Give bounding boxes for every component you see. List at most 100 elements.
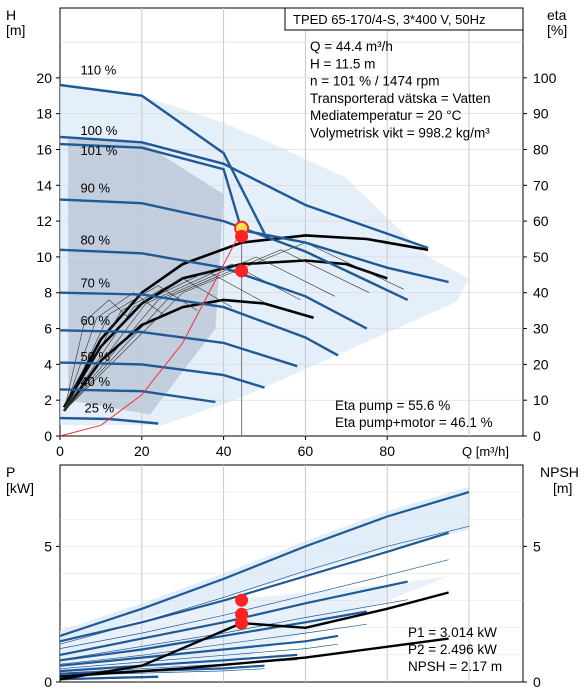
duty-info-line: Mediatemperatur = 20 °C xyxy=(310,108,462,123)
speed-label: 90 % xyxy=(80,180,110,195)
p-axis-name: P xyxy=(6,464,15,480)
eta-fan-curve xyxy=(63,299,129,411)
eta-axis-ticks: 0 10 20 30 40 50 60 70 80 90 100 xyxy=(523,70,557,444)
h-tick-label: 2 xyxy=(44,392,52,408)
power-info-line: NPSH = 2.17 m xyxy=(408,659,502,674)
h-axis-unit: [m] xyxy=(6,22,25,38)
power-curve-p2 xyxy=(59,623,367,665)
q-tick-label: 40 xyxy=(216,443,232,459)
system-curve xyxy=(59,229,243,437)
head-curve xyxy=(59,291,339,357)
eta-tick-label: 40 xyxy=(533,285,549,301)
power-curve-p2 xyxy=(59,599,408,661)
h-tick-label: 6 xyxy=(44,321,52,337)
h-tick-label: 12 xyxy=(36,213,52,229)
p-tick-label: 5 xyxy=(44,538,52,554)
h-tick-label: 18 xyxy=(36,106,52,122)
duty-point-eta xyxy=(235,264,249,278)
duty-info-line: H = 11.5 m xyxy=(310,56,375,71)
q-axis-label: Q [m³/h] xyxy=(462,444,509,459)
eta-axis-name: eta xyxy=(547,7,567,23)
power-curve-p2 xyxy=(59,643,339,670)
efficiency-info-line: Eta pump = 55.6 % xyxy=(335,398,450,413)
speed-label: 100 % xyxy=(80,123,117,138)
h-tick-label: 0 xyxy=(44,428,52,444)
duty-info-line: Transporterad vätska = Vatten xyxy=(310,91,490,106)
power-curve xyxy=(59,653,298,673)
eta-fan-curve xyxy=(63,278,232,412)
power-curve xyxy=(59,491,470,637)
power-duty-point xyxy=(235,593,249,607)
duty-info-line: Q = 44.4 m³/h xyxy=(310,39,393,54)
power-curve xyxy=(59,531,449,643)
eta-curve xyxy=(63,298,314,412)
eta-tick-label: 20 xyxy=(533,356,549,372)
speed-labels: 110 % 100 % 101 % 90 % 80 % 70 % 60 % 50 % 40 % 2… xyxy=(80,62,117,415)
power-curve-p2 xyxy=(59,677,159,681)
speed-label: 110 % xyxy=(80,62,116,77)
head-curves xyxy=(59,83,449,425)
efficiency-info-line: Eta pump+motor = 46.1 % xyxy=(335,415,493,430)
npsh-axis-ticks: 05 xyxy=(523,538,541,690)
eta-tick-label: 30 xyxy=(533,321,549,337)
speed-label: 70 % xyxy=(80,275,110,290)
npsh-axis-unit: [m] xyxy=(553,480,572,496)
eta-tick-label: 70 xyxy=(533,177,549,193)
duty-point-head-marker xyxy=(235,229,249,243)
chart-title: TPED 65-170/4-S, 3*400 V, 50Hz xyxy=(293,12,485,27)
power-curve xyxy=(59,634,339,667)
h-tick-label: 20 xyxy=(36,70,52,86)
title-box xyxy=(284,7,524,31)
power-info-line: P2 = 2.496 kW xyxy=(408,642,497,657)
eta-curve xyxy=(62,259,388,408)
h-tick-label: 14 xyxy=(36,177,52,193)
head-curve xyxy=(59,83,266,235)
head-chart: 0 20 40 60 80 0 2 4 6 8 10 12 14 16 18 20 0 10 20 30 40 50 6… xyxy=(6,7,567,459)
p-tick-label: 0 xyxy=(44,674,52,690)
power-curve-p2 xyxy=(59,559,449,649)
speed-label: 50 % xyxy=(80,349,110,364)
npsh-curve xyxy=(59,591,449,681)
power-duty-points xyxy=(235,593,249,630)
speed-label: 25 % xyxy=(85,401,115,416)
eta-tick-label: 60 xyxy=(533,213,549,229)
power-info: P1 = 3.014 kW P2 = 2.496 kW NPSH = 2.17 m xyxy=(408,625,502,674)
eta-tick-label: 80 xyxy=(533,141,549,157)
eta-tick-label: 100 xyxy=(533,70,557,86)
power-curve xyxy=(59,610,367,662)
q-tick-label: 80 xyxy=(379,443,395,459)
eta-tick-label: 50 xyxy=(533,249,549,265)
npsh-curve-line xyxy=(59,637,449,678)
duty-points xyxy=(234,220,250,278)
npsh-axis-name: NPSH xyxy=(540,464,579,480)
eta-fan-curve xyxy=(63,256,336,412)
h-tick-label: 4 xyxy=(44,356,52,372)
npsh-curve-line xyxy=(59,591,449,681)
duty-info-line: n = 101 % / 1474 rpm xyxy=(310,74,439,89)
operating-range-band xyxy=(60,85,469,426)
eta-fan-curve xyxy=(63,292,164,411)
h-tick-label: 8 xyxy=(44,285,52,301)
duty-info: Q = 44.4 m³/h H = 11.5 m n = 101 % / 1474 … xyxy=(310,39,490,141)
duty-info-line: Volymetrisk vikt = 998.2 kg/m³ xyxy=(310,126,490,141)
p-axis-unit: [kW] xyxy=(6,480,34,496)
head-curve xyxy=(59,135,429,250)
speed-label: 80 % xyxy=(80,232,110,247)
h-axis-name: H xyxy=(6,7,16,23)
power-curve xyxy=(59,675,159,681)
q-tick-label: 20 xyxy=(134,443,150,459)
speed-label: 101 % xyxy=(80,143,117,158)
q-axis-ticks: 0 20 40 60 80 xyxy=(56,436,395,459)
power-info-line: P1 = 3.014 kW xyxy=(408,625,497,640)
power-duty-point xyxy=(235,616,249,630)
eta-axis-unit: [%] xyxy=(547,22,567,38)
head-curve xyxy=(59,198,409,301)
power-band-upper xyxy=(60,486,469,642)
system-curve-line xyxy=(59,229,243,437)
preferred-band xyxy=(68,136,224,415)
eta-tick-label: 10 xyxy=(533,392,549,408)
h-tick-label: 16 xyxy=(36,141,52,157)
eta-tick-label: 0 xyxy=(533,428,541,444)
